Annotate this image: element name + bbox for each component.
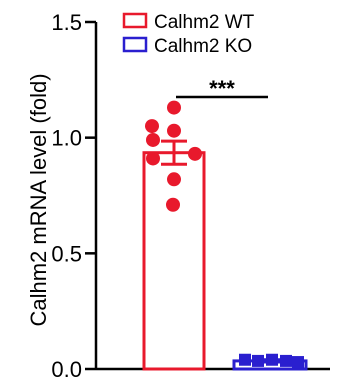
legend-swatch <box>122 36 148 53</box>
significance-annotation: *** <box>176 76 268 101</box>
y-tick-label: 1.5 <box>51 10 82 35</box>
data-point <box>167 172 181 187</box>
legend-label: Calhm2 WT <box>154 12 255 33</box>
data-point <box>167 123 181 138</box>
data-point <box>146 151 160 166</box>
y-axis-title: Calhm2 mRNA level (fold) <box>26 73 51 326</box>
data-point <box>280 354 292 367</box>
data-point <box>145 119 159 134</box>
data-point <box>252 354 264 367</box>
significance-stars: *** <box>209 76 235 101</box>
y-axis: 0.0 0.5 1.0 1.5 <box>51 10 330 381</box>
data-point <box>266 353 278 366</box>
legend-label: Calhm2 KO <box>154 36 252 57</box>
legend: Calhm2 WT Calhm2 KO <box>122 12 255 57</box>
data-point <box>167 100 181 115</box>
legend-swatch <box>122 12 148 29</box>
y-tick-label: 0.0 <box>51 357 82 381</box>
data-point <box>146 132 160 147</box>
data-point <box>292 356 304 369</box>
data-point <box>188 146 202 161</box>
data-point <box>239 353 251 366</box>
y-tick-label: 1.0 <box>51 126 82 151</box>
y-tick-label: 0.5 <box>51 241 82 266</box>
data-point <box>166 197 180 212</box>
bars <box>142 100 308 371</box>
